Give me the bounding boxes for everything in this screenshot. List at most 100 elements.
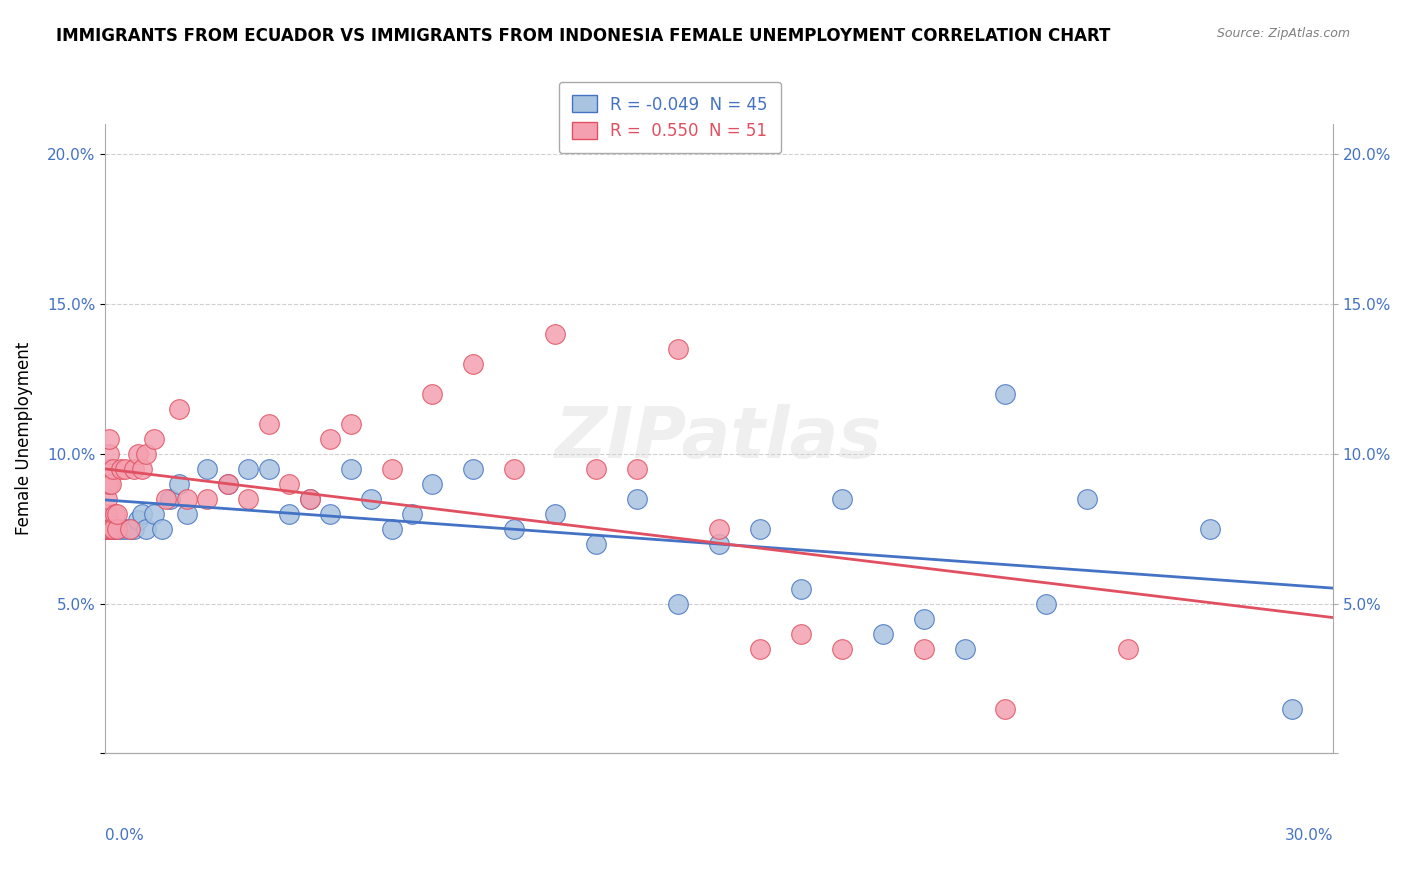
- Point: [122, 522, 145, 536]
- Point: [872, 626, 894, 640]
- Point: [707, 536, 730, 550]
- Point: [217, 476, 239, 491]
- Point: [319, 432, 342, 446]
- Point: [114, 522, 136, 536]
- Point: [105, 522, 128, 536]
- Point: [104, 507, 127, 521]
- Point: [790, 582, 813, 596]
- Point: [1035, 597, 1057, 611]
- Point: [463, 357, 485, 371]
- Y-axis label: Female Unemployment: Female Unemployment: [15, 343, 32, 535]
- Point: [127, 513, 149, 527]
- Point: [401, 507, 423, 521]
- Point: [626, 491, 648, 506]
- Point: [100, 522, 122, 536]
- Point: [707, 522, 730, 536]
- Point: [195, 491, 218, 506]
- Point: [544, 507, 567, 521]
- Point: [159, 491, 181, 506]
- Legend: R = -0.049  N = 45, R =  0.550  N = 51: R = -0.049 N = 45, R = 0.550 N = 51: [558, 82, 782, 153]
- Point: [195, 461, 218, 475]
- Point: [155, 491, 177, 506]
- Point: [150, 522, 173, 536]
- Point: [278, 476, 301, 491]
- Point: [257, 461, 280, 475]
- Point: [360, 491, 382, 506]
- Point: [143, 432, 166, 446]
- Point: [463, 461, 485, 475]
- Point: [118, 522, 141, 536]
- Point: [585, 461, 607, 475]
- Point: [101, 461, 124, 475]
- Point: [98, 461, 121, 475]
- Point: [422, 386, 444, 401]
- Point: [748, 641, 770, 656]
- Point: [238, 491, 260, 506]
- Point: [994, 386, 1017, 401]
- Point: [217, 476, 239, 491]
- Point: [912, 641, 935, 656]
- Point: [953, 641, 976, 656]
- Point: [238, 461, 260, 475]
- Point: [176, 491, 198, 506]
- Point: [176, 507, 198, 521]
- Point: [135, 522, 157, 536]
- Point: [380, 461, 402, 475]
- Point: [257, 417, 280, 431]
- Point: [1199, 522, 1222, 536]
- Point: [503, 461, 526, 475]
- Point: [96, 522, 118, 536]
- Point: [278, 507, 301, 521]
- Point: [118, 522, 141, 536]
- Point: [167, 476, 190, 491]
- Point: [380, 522, 402, 536]
- Point: [114, 461, 136, 475]
- Point: [135, 447, 157, 461]
- Point: [666, 597, 689, 611]
- Point: [1116, 641, 1139, 656]
- Point: [831, 641, 853, 656]
- Point: [422, 476, 444, 491]
- Text: ZIPatlas: ZIPatlas: [555, 404, 883, 474]
- Point: [96, 522, 118, 536]
- Point: [748, 522, 770, 536]
- Point: [98, 522, 121, 536]
- Point: [1281, 701, 1303, 715]
- Point: [994, 701, 1017, 715]
- Point: [101, 522, 124, 536]
- Point: [912, 611, 935, 625]
- Point: [122, 461, 145, 475]
- Point: [96, 507, 118, 521]
- Point: [585, 536, 607, 550]
- Point: [666, 342, 689, 356]
- Point: [503, 522, 526, 536]
- Text: 0.0%: 0.0%: [105, 829, 143, 844]
- Point: [96, 522, 118, 536]
- Point: [131, 461, 153, 475]
- Point: [101, 522, 124, 536]
- Point: [105, 507, 128, 521]
- Point: [127, 447, 149, 461]
- Point: [105, 522, 128, 536]
- Point: [544, 326, 567, 341]
- Point: [1076, 491, 1098, 506]
- Point: [298, 491, 321, 506]
- Text: Source: ZipAtlas.com: Source: ZipAtlas.com: [1216, 27, 1350, 40]
- Point: [831, 491, 853, 506]
- Point: [790, 626, 813, 640]
- Point: [298, 491, 321, 506]
- Point: [98, 447, 121, 461]
- Point: [110, 522, 132, 536]
- Point: [98, 476, 121, 491]
- Point: [96, 491, 118, 506]
- Point: [98, 432, 121, 446]
- Point: [319, 507, 342, 521]
- Point: [143, 507, 166, 521]
- Point: [626, 461, 648, 475]
- Point: [339, 417, 361, 431]
- Point: [167, 401, 190, 416]
- Point: [339, 461, 361, 475]
- Text: IMMIGRANTS FROM ECUADOR VS IMMIGRANTS FROM INDONESIA FEMALE UNEMPLOYMENT CORRELA: IMMIGRANTS FROM ECUADOR VS IMMIGRANTS FR…: [56, 27, 1111, 45]
- Point: [100, 476, 122, 491]
- Point: [110, 461, 132, 475]
